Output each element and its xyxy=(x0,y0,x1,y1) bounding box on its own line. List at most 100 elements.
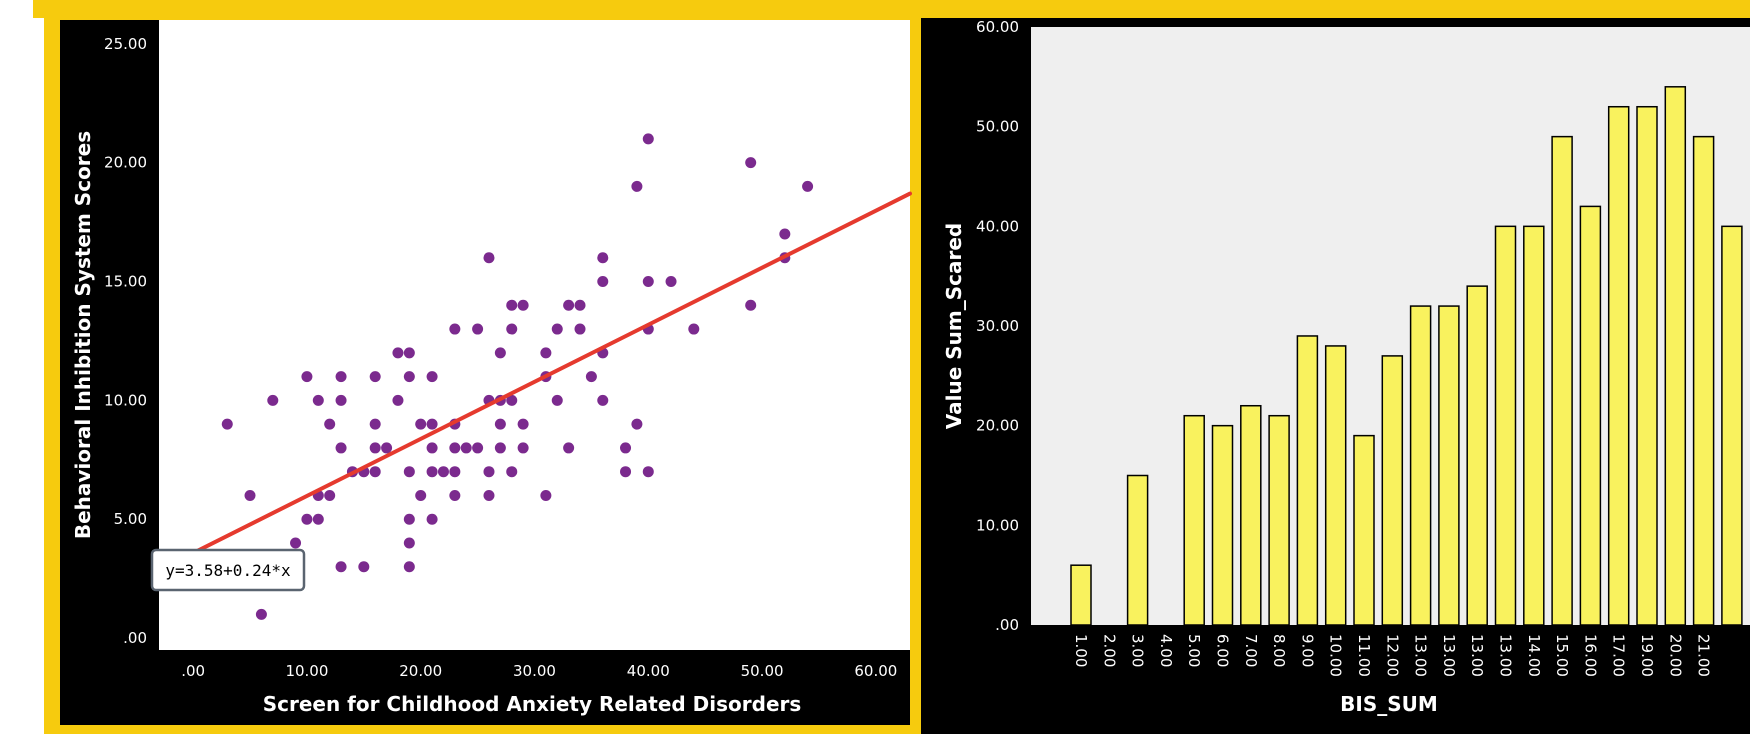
scatter-point xyxy=(335,442,347,454)
scatter-point xyxy=(426,513,438,525)
scatter-x-tick-label: 10.00 xyxy=(285,662,328,680)
scatter-point xyxy=(517,418,529,430)
scatter-point xyxy=(392,394,404,406)
scatter-point xyxy=(483,252,495,264)
scatter-point xyxy=(551,394,563,406)
scatter-point xyxy=(472,323,484,335)
scatter-point xyxy=(506,466,518,478)
scatter-point xyxy=(540,489,552,501)
scatter-y-tick-label: 25.00 xyxy=(104,35,147,53)
scatter-point xyxy=(335,371,347,383)
scatter-x-axis-title: Screen for Childhood Anxiety Related Dis… xyxy=(263,692,802,716)
scatter-point xyxy=(460,442,472,454)
scatter-point xyxy=(688,323,700,335)
scatter-point xyxy=(426,418,438,430)
scatter-point xyxy=(415,418,427,430)
scatter-point xyxy=(494,442,506,454)
scatter-x-tick-label: 40.00 xyxy=(627,662,670,680)
scatter-x-tick-label: 20.00 xyxy=(399,662,442,680)
scatter-point xyxy=(403,513,415,525)
scatter-point xyxy=(369,418,381,430)
scatter-y-tick-label: 5.00 xyxy=(114,510,147,528)
fit-equation-label: y=3.58+0.24*x xyxy=(165,561,291,580)
scatter-point xyxy=(301,513,313,525)
scatter-point xyxy=(494,347,506,359)
scatter-point xyxy=(551,323,563,335)
scatter-point xyxy=(301,371,313,383)
scatter-point xyxy=(324,418,336,430)
scatter-point xyxy=(642,133,654,145)
scatter-marks: y=3.58+0.24*x xyxy=(150,133,912,620)
scatter-point xyxy=(665,276,677,288)
scatter-point xyxy=(483,489,495,501)
scatter-plot-area xyxy=(159,20,910,650)
scatter-point xyxy=(483,466,495,478)
scatter-point xyxy=(369,442,381,454)
scatter-point xyxy=(574,299,586,311)
scatter-point xyxy=(244,489,256,501)
top-frame-bar xyxy=(33,0,1750,18)
scatter-point xyxy=(381,442,393,454)
scatter-point xyxy=(267,394,279,406)
scatter-x-tick-label: 30.00 xyxy=(513,662,556,680)
scatter-point xyxy=(597,394,609,406)
scatter-point xyxy=(426,466,438,478)
scatter-point xyxy=(517,299,529,311)
scatter-point xyxy=(437,466,449,478)
scatter-point xyxy=(642,276,654,288)
scatter-point xyxy=(745,157,757,169)
scatter-point xyxy=(472,442,484,454)
scatter-point xyxy=(642,466,654,478)
scatter-point xyxy=(494,418,506,430)
scatter-point xyxy=(335,394,347,406)
scatter-point xyxy=(574,323,586,335)
scatter-point xyxy=(369,466,381,478)
scatter-x-tick-label: 60.00 xyxy=(854,662,897,680)
scatter-point xyxy=(324,489,336,501)
scatter-point xyxy=(255,608,267,620)
fit-line xyxy=(157,191,912,573)
scatter-point xyxy=(506,299,518,311)
scatter-point xyxy=(403,371,415,383)
scatter-x-tick-label: 50.00 xyxy=(741,662,784,680)
scatter-point xyxy=(403,466,415,478)
scatter-point xyxy=(426,442,438,454)
scatter-point xyxy=(563,442,575,454)
scatter-x-ticks: .00 10.00 20.00 30.00 40.00 50.00 60.00 xyxy=(181,662,897,680)
scatter-point xyxy=(449,442,461,454)
scatter-point xyxy=(585,371,597,383)
scatter-point xyxy=(597,252,609,264)
scatter-y-tick-label: .00 xyxy=(123,629,147,647)
scatter-y-tick-label: 10.00 xyxy=(104,391,147,409)
scatter-point xyxy=(392,347,404,359)
scatter-point xyxy=(540,347,552,359)
scatter-point xyxy=(290,537,302,549)
scatter-point xyxy=(415,489,427,501)
scatter-point xyxy=(221,418,233,430)
scatter-point xyxy=(506,323,518,335)
scatter-point xyxy=(620,442,632,454)
scatter-point xyxy=(358,561,370,573)
scatter-point xyxy=(335,561,347,573)
scatter-point xyxy=(403,347,415,359)
scatter-point xyxy=(631,418,643,430)
scatter-point xyxy=(802,180,814,192)
scatter-point xyxy=(631,180,643,192)
scatter-point xyxy=(449,489,461,501)
scatter-y-ticks: .00 5.00 10.00 15.00 20.00 25.00 xyxy=(104,35,147,647)
scatter-point xyxy=(312,394,324,406)
fit-equation-box xyxy=(150,548,306,592)
scatter-x-tick-label: .00 xyxy=(181,662,205,680)
scatter-point xyxy=(779,228,791,240)
scatter-point xyxy=(449,323,461,335)
scatter-point xyxy=(506,394,518,406)
scatter-point xyxy=(312,513,324,525)
scatter-y-axis-title: Behavioral Inhibition System Scores xyxy=(71,131,95,539)
scatter-y-tick-label: 20.00 xyxy=(104,154,147,172)
scatter-point xyxy=(563,299,575,311)
scatter-point xyxy=(426,371,438,383)
scatter-point xyxy=(745,299,757,311)
scatter-point xyxy=(517,442,529,454)
scatter-y-tick-label: 15.00 xyxy=(104,273,147,291)
